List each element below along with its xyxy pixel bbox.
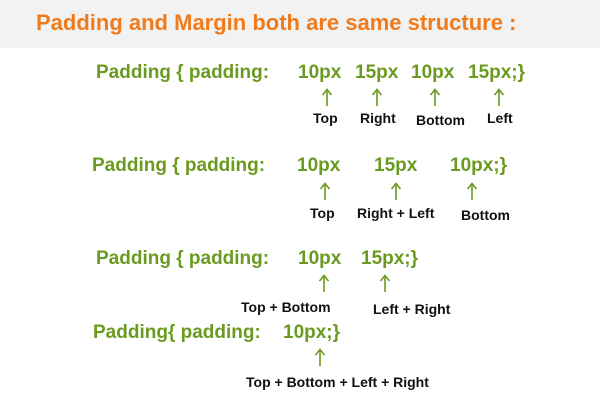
up-arrow-icon	[390, 182, 402, 200]
up-arrow-icon	[379, 274, 391, 292]
up-arrow-icon	[314, 348, 326, 366]
up-arrow-icon	[321, 88, 333, 106]
up-arrow-icon	[318, 274, 330, 292]
css-rule-prefix: Padding{ padding:	[93, 322, 261, 343]
value-bottom: 10px	[411, 62, 455, 83]
label-left-right: Left + Right	[373, 301, 451, 317]
diagram-title: Padding and Margin both are same structu…	[36, 10, 517, 35]
label-bottom: Bottom	[461, 207, 510, 223]
value-bottom: 10px;}	[450, 155, 508, 176]
value-top-bottom: 10px	[298, 248, 342, 269]
value-top: 10px	[298, 62, 342, 83]
label-top: Top	[313, 110, 338, 126]
label-bottom: Bottom	[416, 112, 465, 128]
css-rule-prefix: Padding { padding:	[92, 155, 266, 176]
up-arrow-icon	[319, 182, 331, 200]
header-bar	[0, 0, 600, 48]
value-all-sides: 10px;}	[283, 322, 341, 343]
label-top-bottom: Top + Bottom	[241, 299, 331, 315]
value-top: 10px	[297, 155, 341, 176]
label-right-left: Right + Left	[357, 205, 435, 221]
label-right: Right	[360, 110, 396, 126]
css-rule-prefix: Padding { padding:	[96, 62, 270, 83]
value-right-left: 15px	[374, 155, 418, 176]
up-arrow-icon	[493, 88, 505, 106]
value-left: 15px;}	[468, 62, 526, 83]
up-arrow-icon	[371, 88, 383, 106]
label-top: Top	[310, 205, 335, 221]
label-left: Left	[487, 110, 513, 126]
value-left-right: 15px;}	[361, 248, 419, 269]
up-arrow-icon	[429, 88, 441, 106]
label-all-sides: Top + Bottom + Left + Right	[246, 374, 429, 390]
value-right: 15px	[355, 62, 399, 83]
css-rule-prefix: Padding { padding:	[96, 248, 270, 269]
up-arrow-icon	[466, 182, 478, 200]
